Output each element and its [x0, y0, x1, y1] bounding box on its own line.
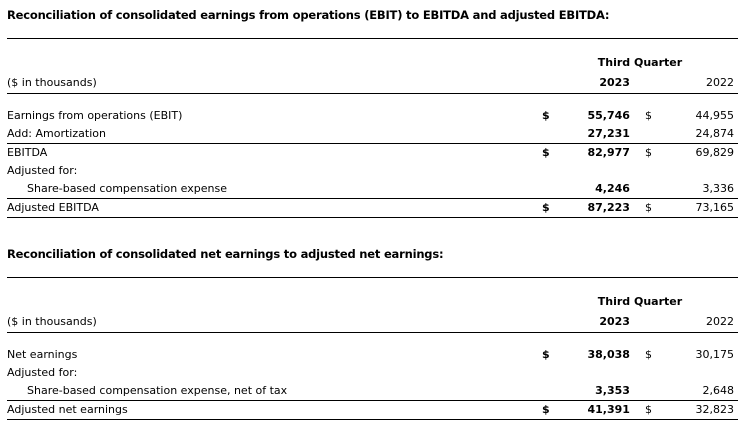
table-header: Third Quarter ($ in thousands) 2023 2022: [7, 39, 738, 94]
spacer-row: [7, 333, 738, 347]
period-group-header: Third Quarter: [597, 56, 683, 69]
currency-symbol-prior: [631, 125, 660, 144]
value-prior: 44,955: [695, 109, 735, 122]
currency-symbol-current: $: [541, 348, 550, 361]
currency-symbol-prior: $: [644, 109, 652, 122]
currency-symbol-prior: [632, 364, 660, 382]
value-prior: [660, 162, 738, 180]
value-current: 4,246: [565, 180, 632, 199]
reconciliation-section: Reconciliation of consolidated earnings …: [7, 8, 738, 218]
currency-symbol-prior: $: [644, 348, 652, 361]
currency-symbol-prior: [632, 162, 660, 180]
currency-symbol-current: $: [541, 109, 550, 122]
table-body: Net earnings $ 38,038 $ 30,175 Adjusted …: [7, 333, 738, 420]
row-label: Add: Amortization: [7, 125, 542, 144]
table-header: Third Quarter ($ in thousands) 2023 2022: [7, 278, 738, 333]
currency-symbol-prior: $: [631, 400, 660, 420]
reconciliation-table: Third Quarter ($ in thousands) 2023 2022…: [7, 277, 738, 420]
currency-symbol-prior: $: [644, 146, 652, 159]
currency-symbol-current: $: [541, 400, 566, 420]
empty-cell: [7, 278, 542, 311]
currency-symbol-current: [541, 125, 566, 144]
value-prior: 32,823: [659, 400, 738, 420]
value-current: 41,391: [565, 400, 632, 420]
currency-symbol-current: [542, 364, 566, 382]
empty-cell: [631, 71, 660, 94]
reconciliation-table: Third Quarter ($ in thousands) 2023 2022…: [7, 38, 738, 218]
year-header-row: ($ in thousands) 2023 2022: [7, 71, 738, 94]
table-row: Share-based compensation expense, net of…: [7, 382, 738, 401]
spacer-cell: [7, 333, 738, 347]
table-body: Earnings from operations (EBIT) $ 55,746…: [7, 94, 738, 218]
value-prior: 73,165: [659, 198, 738, 218]
reconciliation-section: Reconciliation of consolidated net earni…: [7, 247, 738, 420]
empty-cell: [541, 310, 566, 333]
currency-symbol-current: $: [541, 146, 550, 159]
period-group-row: Third Quarter: [7, 39, 738, 72]
value-current: [566, 162, 632, 180]
table-row: Net earnings $ 38,038 $ 30,175: [7, 346, 738, 364]
empty-cell: [7, 39, 542, 72]
section-title: Reconciliation of consolidated earnings …: [7, 8, 610, 22]
table-row: Adjusted EBITDA $ 87,223 $ 73,165: [7, 198, 738, 218]
empty-cell: [631, 310, 660, 333]
year-header-row: ($ in thousands) 2023 2022: [7, 310, 738, 333]
unit-label: ($ in thousands): [7, 71, 542, 94]
currency-symbol-current: [542, 162, 566, 180]
row-label: Earnings from operations (EBIT): [7, 109, 183, 122]
value-prior: 24,874: [659, 125, 738, 144]
empty-cell: [541, 71, 566, 94]
currency-symbol-prior: $: [631, 198, 660, 218]
table-row: Adjusted for:: [7, 364, 738, 382]
currency-symbol-current: [541, 382, 566, 401]
year-current-header: 2023: [565, 310, 632, 333]
value-current: 3,353: [565, 382, 632, 401]
row-label: Adjusted for:: [7, 366, 78, 379]
value-prior: 3,336: [659, 180, 738, 199]
unit-label: ($ in thousands): [7, 310, 542, 333]
table-row: Share-based compensation expense 4,246 3…: [7, 180, 738, 199]
table-row: Adjusted net earnings $ 41,391 $ 32,823: [7, 400, 738, 420]
value-current: 38,038: [587, 348, 630, 361]
table-row: Add: Amortization 27,231 24,874: [7, 125, 738, 144]
spacer-row: [7, 94, 738, 108]
table-row: Earnings from operations (EBIT) $ 55,746…: [7, 107, 738, 125]
period-group-row: Third Quarter: [7, 278, 738, 311]
value-prior: [660, 364, 738, 382]
table-row: EBITDA $ 82,977 $ 69,829: [7, 144, 738, 163]
section-title: Reconciliation of consolidated net earni…: [7, 247, 444, 261]
value-current: 55,746: [587, 109, 630, 122]
year-prior-header: 2022: [659, 71, 738, 94]
row-label: Adjusted net earnings: [7, 400, 542, 420]
row-label: Net earnings: [7, 348, 78, 361]
row-label: Share-based compensation expense: [7, 180, 542, 199]
value-current: 27,231: [565, 125, 632, 144]
row-label: Share-based compensation expense, net of…: [7, 382, 542, 401]
row-label: Adjusted for:: [7, 164, 78, 177]
period-group-header: Third Quarter: [597, 295, 683, 308]
row-label: Adjusted EBITDA: [7, 198, 542, 218]
year-current-header: 2023: [565, 71, 632, 94]
value-current: [566, 364, 632, 382]
value-prior: 2,648: [659, 382, 738, 401]
currency-symbol-current: [541, 180, 566, 199]
value-prior: 69,829: [695, 146, 735, 159]
currency-symbol-prior: [631, 180, 660, 199]
currency-symbol-current: $: [541, 198, 566, 218]
value-current: 82,977: [587, 146, 630, 159]
year-prior-header: 2022: [659, 310, 738, 333]
value-prior: 30,175: [695, 348, 735, 361]
currency-symbol-prior: [631, 382, 660, 401]
table-row: Adjusted for:: [7, 162, 738, 180]
spacer-cell: [7, 94, 738, 108]
value-current: 87,223: [565, 198, 632, 218]
row-label: EBITDA: [7, 146, 48, 159]
